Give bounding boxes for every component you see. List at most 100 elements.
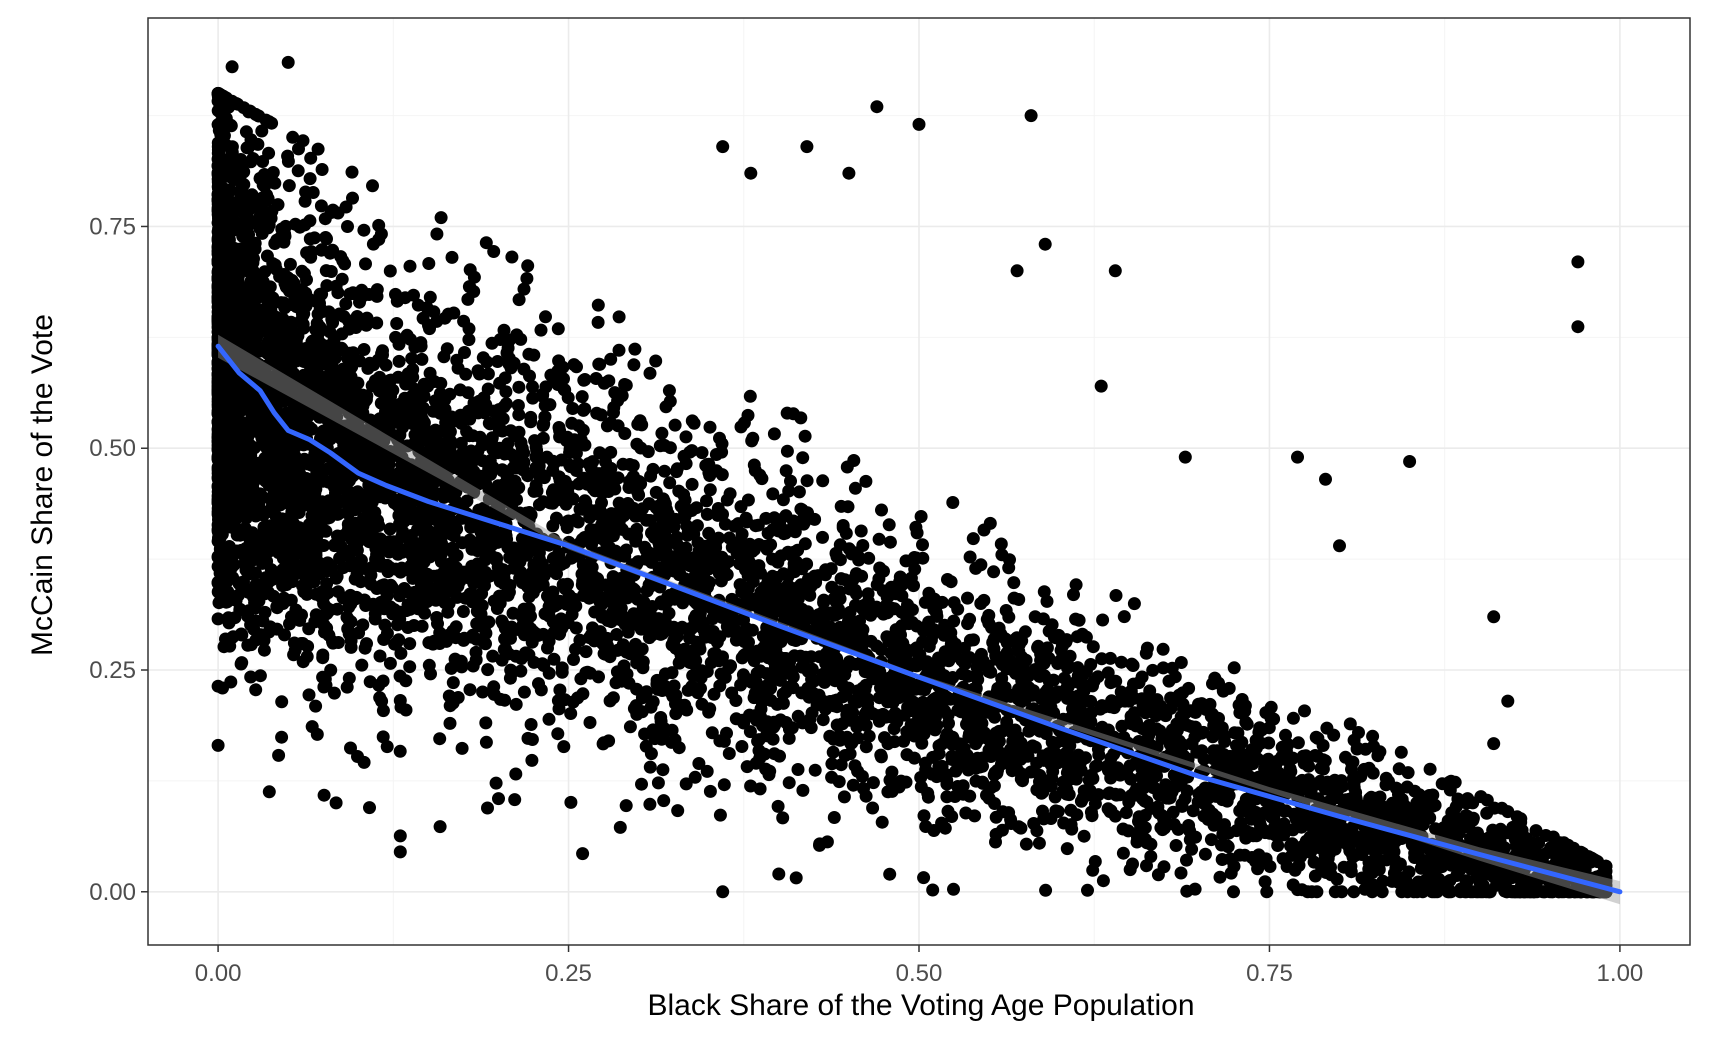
data-point	[534, 683, 548, 697]
data-point	[700, 507, 714, 521]
data-point	[792, 485, 806, 499]
data-point	[326, 636, 340, 650]
data-point	[1095, 652, 1109, 666]
data-point	[392, 354, 406, 368]
data-point	[479, 716, 493, 730]
data-point	[946, 496, 960, 509]
data-point	[692, 757, 706, 770]
data-point	[930, 718, 944, 732]
data-point	[988, 710, 1002, 724]
data-point	[1310, 885, 1324, 899]
data-point	[1373, 745, 1387, 759]
data-point	[275, 695, 289, 709]
data-point	[455, 741, 469, 755]
data-point	[272, 748, 286, 762]
data-point	[909, 520, 923, 534]
data-point	[1213, 870, 1227, 884]
data-point	[669, 707, 683, 721]
data-point	[255, 556, 269, 570]
data-point	[317, 539, 331, 552]
data-point	[988, 797, 1001, 810]
data-point	[688, 770, 702, 784]
data-point	[1101, 666, 1115, 680]
data-point	[907, 751, 921, 765]
data-point	[317, 788, 331, 802]
data-point	[1535, 871, 1549, 885]
data-point	[848, 481, 862, 495]
data-point	[767, 427, 781, 441]
data-point	[914, 510, 928, 523]
data-point	[866, 801, 880, 815]
data-point	[1342, 824, 1356, 838]
data-point	[1156, 642, 1170, 656]
data-point	[845, 736, 859, 750]
data-point	[780, 444, 794, 458]
data-point	[552, 354, 566, 368]
data-point	[644, 469, 658, 483]
data-point	[817, 593, 831, 607]
data-point	[511, 399, 525, 412]
data-point	[393, 744, 407, 758]
data-point	[604, 445, 618, 459]
data-point	[303, 172, 317, 186]
data-point	[692, 639, 706, 653]
data-point	[353, 556, 367, 570]
data-point	[707, 687, 721, 701]
data-point	[1393, 857, 1407, 871]
data-point	[1299, 749, 1313, 763]
data-point	[1347, 885, 1361, 899]
data-point	[403, 637, 417, 651]
data-point	[1127, 597, 1141, 611]
data-point	[316, 651, 330, 665]
data-point	[579, 645, 593, 659]
data-point	[1253, 721, 1267, 735]
data-point	[1028, 610, 1042, 624]
data-point	[918, 683, 932, 697]
data-point	[1114, 655, 1128, 669]
data-point	[761, 526, 775, 540]
data-point	[703, 420, 717, 434]
data-point	[875, 815, 889, 829]
data-point	[302, 292, 316, 306]
data-point	[685, 621, 699, 635]
data-point	[462, 333, 476, 347]
data-point	[282, 179, 296, 193]
data-point	[1036, 804, 1049, 818]
data-point	[1271, 839, 1285, 852]
data-point	[685, 414, 699, 428]
data-point	[833, 538, 847, 552]
data-point	[859, 474, 873, 488]
data-point	[275, 730, 289, 744]
data-point	[1140, 859, 1153, 873]
data-point	[1260, 885, 1274, 899]
data-point	[283, 617, 296, 631]
data-point	[301, 639, 315, 653]
data-point	[1056, 775, 1070, 789]
data-point	[1394, 745, 1408, 759]
data-point	[234, 627, 248, 641]
data-point	[260, 249, 274, 263]
data-point	[703, 784, 717, 798]
data-point	[555, 665, 569, 679]
data-point	[951, 780, 965, 793]
data-point	[390, 636, 404, 650]
data-point	[423, 366, 437, 380]
data-point	[449, 620, 463, 634]
data-point	[918, 595, 932, 609]
data-points	[211, 55, 1613, 899]
data-point	[1143, 693, 1157, 707]
data-point	[1064, 803, 1078, 817]
data-point	[883, 867, 897, 881]
data-point	[537, 569, 551, 583]
data-point	[514, 664, 528, 678]
data-point	[630, 557, 644, 571]
data-point	[315, 163, 329, 176]
data-point	[482, 416, 496, 430]
data-point	[445, 250, 459, 264]
data-point	[476, 351, 490, 365]
data-point	[329, 796, 343, 810]
data-point	[508, 793, 522, 807]
data-point	[1194, 726, 1208, 740]
data-point	[415, 352, 429, 366]
data-point	[233, 603, 247, 617]
